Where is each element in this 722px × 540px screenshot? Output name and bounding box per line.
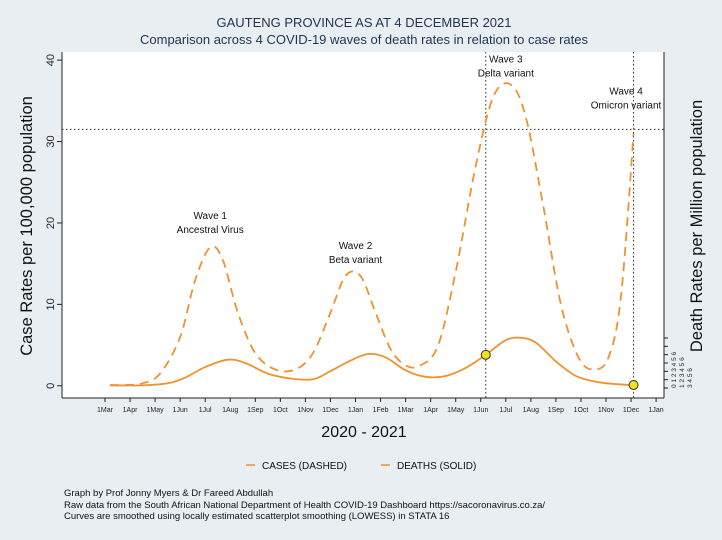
x-tick-label: 1Jul xyxy=(499,407,512,414)
wave-annotation: Wave 2 xyxy=(339,241,373,252)
wave-annotation: Delta variant xyxy=(478,69,534,80)
y-right-tick-label: 3 4 5 6 xyxy=(687,368,694,388)
y-right-tick-label: 1 2 3 4 5 6 xyxy=(679,357,686,388)
footer-method: Curves are smoothed using locally estima… xyxy=(64,511,450,522)
x-tick-label: 1Jan xyxy=(649,407,664,414)
plot-area xyxy=(62,52,664,398)
x-axis: 1Mar 1Apr 1May 1Jun 1Jul 1Aug 1Sep 1Oct 1Nov 1Dec… xyxy=(62,397,664,414)
x-tick-label: 1Nov xyxy=(598,407,615,414)
x-tick-label: 1May xyxy=(447,407,465,414)
highlight-marker xyxy=(628,379,639,390)
y-left-tick-label: 40 xyxy=(45,54,57,66)
wave-annotation: Wave 1 xyxy=(193,211,227,222)
wave-annotation: Wave 3 xyxy=(489,55,523,66)
y-axis-right-label: Death Rates per Million population xyxy=(688,100,706,352)
x-tick-label: 1Nov xyxy=(297,407,314,414)
reference-lines xyxy=(62,52,664,398)
y-left-tick-label: 20 xyxy=(45,217,57,229)
x-tick-label: 1Aug xyxy=(523,407,539,414)
footer-source: Raw data from the South African National… xyxy=(64,499,546,511)
y-right-tick-label: 0 1 2 3 4 5 6 xyxy=(671,351,678,388)
legend-label-deaths: DEATHS (SOLID) xyxy=(397,461,476,472)
x-tick-label: 1Mar xyxy=(398,407,415,414)
x-tick-label: 1Jan xyxy=(348,407,363,414)
x-tick-label: 1May xyxy=(147,407,165,414)
series-layer xyxy=(109,82,635,387)
highlight-marker xyxy=(480,349,491,360)
x-tick-label: 1Mar xyxy=(97,407,114,414)
wave-annotation: Omicron variant xyxy=(591,100,662,111)
series-line-deaths xyxy=(109,336,634,387)
footer-credit: Graph by Prof Jonny Myers & Dr Fareed Ab… xyxy=(64,488,274,499)
annotation-layer: Wave 1 Ancestral Virus Wave 2 Beta variant W… xyxy=(177,55,662,266)
y-axis-left: 0 10 20 30 40 xyxy=(45,52,63,398)
chart-title: GAUTENG PROVINCE AS AT 4 DECEMBER 2021 xyxy=(216,15,511,30)
y-left-tick-label: 10 xyxy=(45,298,57,310)
x-tick-label: 1Oct xyxy=(273,407,288,414)
x-tick-label: 1Apr xyxy=(123,407,138,414)
x-tick-label: 1Jul xyxy=(199,407,212,414)
y-left-tick-label: 30 xyxy=(45,135,57,147)
x-tick-label: 1Dec xyxy=(623,407,640,414)
x-tick-label: 1Jun xyxy=(473,407,488,414)
legend-label-cases: CASES (DASHED) xyxy=(262,461,347,472)
y-left-tick-label: 0 xyxy=(45,383,57,389)
wave-annotation: Beta variant xyxy=(329,255,383,266)
y-axis-left-label: Case Rates per 100,000 population xyxy=(18,96,36,356)
x-tick-label: 1Sep xyxy=(247,407,263,414)
legend: CASES (DASHED) DEATHS (SOLID) xyxy=(246,461,476,472)
x-axis-label: 2020 - 2021 xyxy=(321,424,407,441)
x-tick-label: 1Dec xyxy=(322,407,339,414)
chart-subtitle: Comparison across 4 COVID-19 waves of de… xyxy=(140,32,588,47)
footer: Graph by Prof Jonny Myers & Dr Fareed Ab… xyxy=(64,488,545,523)
x-tick-label: 1Oct xyxy=(574,407,589,414)
x-tick-label: 1Sep xyxy=(548,407,564,414)
x-tick-label: 1Feb xyxy=(373,407,389,414)
marker-layer xyxy=(480,349,639,390)
chart-svg: GAUTENG PROVINCE AS AT 4 DECEMBER 2021 C… xyxy=(18,15,706,472)
wave-annotation: Wave 4 xyxy=(609,86,643,97)
x-tick-label: 1Apr xyxy=(423,407,438,414)
x-tick-label: 1Jun xyxy=(173,407,188,414)
x-tick-label: 1Aug xyxy=(222,407,238,414)
wave-annotation: Ancestral Virus xyxy=(177,225,244,236)
